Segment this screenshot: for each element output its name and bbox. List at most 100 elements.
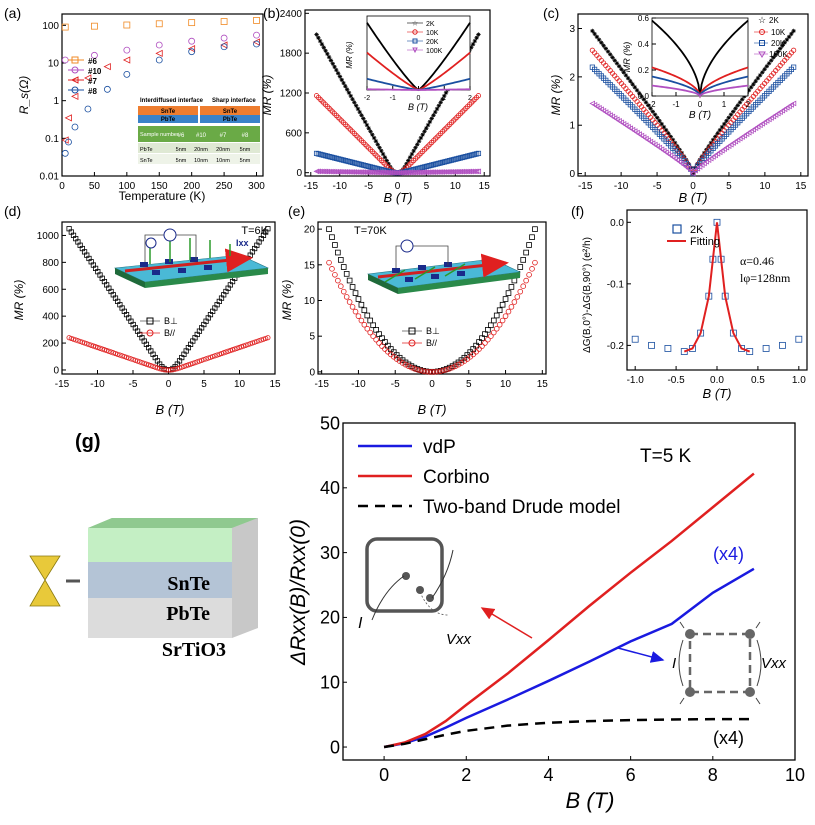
fit-line	[683, 222, 751, 353]
vdp-inset: I Vxx	[617, 621, 787, 705]
data-point	[155, 56, 163, 64]
data-point	[710, 137, 716, 142]
data-point	[440, 367, 447, 374]
data-point	[493, 325, 500, 332]
data-point	[455, 361, 462, 368]
data-point	[152, 364, 158, 370]
data-point	[258, 337, 264, 343]
data-point	[339, 77, 344, 82]
data-point	[364, 325, 371, 332]
data-point	[367, 164, 374, 170]
chart-c-legend-100k: 100K	[769, 50, 788, 59]
y-tick-label: 0	[569, 169, 575, 180]
data-point	[95, 344, 101, 351]
panel-label-f: (f)	[571, 203, 584, 219]
data-point	[370, 333, 376, 340]
chart-f-marks	[631, 218, 803, 355]
data-point	[364, 312, 371, 319]
data-point	[375, 142, 380, 147]
data-point	[431, 113, 436, 118]
data-point	[708, 140, 714, 146]
data-point	[91, 51, 98, 59]
chart-b-legend-20k: 20K	[426, 39, 439, 46]
chart-f: -1.0 -0.5 0.0 0.5 1.0 0.0 -0.1 -0.2 B (T) ΔG(B,…	[582, 209, 808, 401]
inset-series-line	[651, 84, 749, 98]
data-point	[705, 157, 712, 164]
data-point	[119, 353, 125, 359]
data-point	[703, 158, 710, 165]
legend-item-8: #8	[68, 86, 97, 96]
data-point	[468, 152, 474, 158]
data-point	[789, 31, 794, 37]
data-point	[86, 341, 92, 348]
data-point	[488, 333, 494, 340]
chart-d-current-label: Ixx	[236, 238, 249, 248]
data-point	[731, 109, 736, 114]
data-point	[404, 161, 409, 166]
data-point	[782, 40, 787, 45]
data-point	[64, 114, 72, 122]
data-point	[382, 339, 388, 345]
chart-e-legend-perp: B⊥	[426, 326, 440, 336]
data-point	[676, 158, 683, 165]
data-point	[479, 335, 485, 341]
data-point	[355, 313, 362, 319]
data-point	[134, 358, 141, 364]
data-point	[470, 42, 476, 47]
x-tick-label: -10	[351, 379, 366, 390]
data-point	[665, 150, 672, 157]
data-point	[427, 119, 433, 124]
chart-e-ticks: -15 -10 -5 0 5 10 15 0 5 10 15 20	[304, 225, 548, 390]
series-B//	[326, 259, 538, 375]
data-point	[712, 152, 718, 159]
data-point	[335, 156, 341, 162]
data-point	[790, 100, 797, 107]
x-tick-label: 10	[759, 181, 771, 192]
chart-d-temperature: T=6K	[241, 225, 268, 237]
data-point	[435, 368, 441, 375]
inset-cell: 5nm	[240, 158, 251, 164]
data-point	[370, 322, 376, 329]
data-point	[469, 45, 474, 50]
x-tick-label: 2	[746, 100, 751, 109]
panel-label-c: (c)	[543, 5, 559, 21]
data-point	[452, 156, 458, 162]
data-point	[753, 79, 758, 84]
data-point	[367, 317, 374, 324]
x-tick-label: -5	[653, 181, 662, 192]
data-point	[350, 96, 355, 102]
panel-label-d: (d)	[4, 203, 21, 219]
data-point	[532, 226, 538, 232]
data-point	[317, 38, 323, 44]
chart-f-legend: 2K Fitting α=0.46 lφ=128nm	[667, 224, 791, 285]
data-point	[648, 341, 655, 349]
data-point	[689, 170, 696, 177]
layer-stack-schematic: SnTe PbTe SrTiO3	[29, 518, 258, 661]
inset-sample-row	[138, 126, 260, 142]
data-point	[315, 151, 321, 157]
data-point	[737, 100, 743, 105]
data-point	[380, 151, 386, 157]
x-tick-label: 5	[201, 379, 207, 390]
data-point	[75, 338, 81, 344]
inset-cell: 5nm	[176, 158, 187, 164]
data-point	[520, 257, 526, 263]
data-point	[735, 103, 740, 108]
data-point	[769, 58, 774, 63]
chart-g-legend-corbino: Corbino	[423, 467, 490, 488]
data-point	[457, 155, 464, 161]
y-tick-label: 0	[309, 367, 315, 378]
data-point	[243, 342, 249, 348]
legend-label-10: #10	[88, 67, 102, 76]
legend-item-10: #10	[68, 66, 102, 76]
y-tick-label: 800	[42, 258, 59, 269]
data-point	[748, 85, 754, 90]
data-point	[333, 155, 339, 161]
data-point	[508, 284, 515, 290]
chart-g-xlabel: B (T)	[566, 788, 615, 813]
data-point	[456, 155, 462, 161]
y-tick-label: 0.1	[45, 134, 59, 145]
data-point	[762, 67, 767, 72]
data-point	[505, 290, 512, 296]
